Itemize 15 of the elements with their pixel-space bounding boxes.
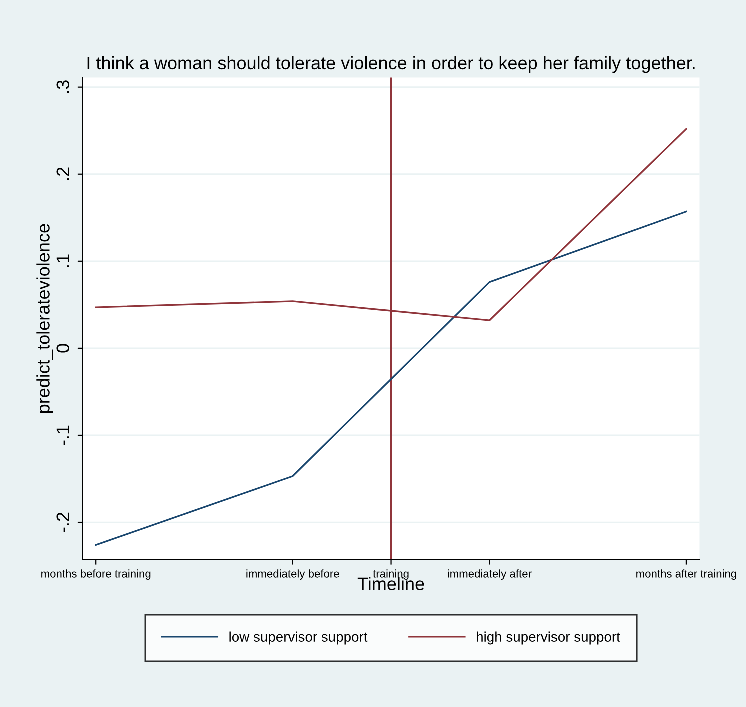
line-series	[95, 210, 688, 546]
y-tick-label: -.2	[56, 512, 70, 532]
x-tick-label: months before training	[42, 570, 151, 580]
x-tick-label: immediately before	[246, 570, 340, 580]
legend-label: high supervisor support	[477, 632, 620, 645]
x-tick-label: months after training	[636, 570, 736, 580]
legend-label: low supervisor support	[230, 632, 368, 645]
chart-title: I think a woman should tolerate violence in order to keep her family together.	[88, 56, 695, 74]
y-axis-title: predict_tolerateviolence	[36, 224, 54, 414]
y-tick-label: .1	[56, 254, 70, 268]
y-tick-label: 0	[56, 344, 70, 353]
x-tick-label: immediately after	[448, 570, 532, 580]
y-tick-label: .3	[56, 80, 70, 94]
y-tick-label: -.1	[56, 426, 70, 446]
y-tick-label: .2	[56, 168, 70, 180]
